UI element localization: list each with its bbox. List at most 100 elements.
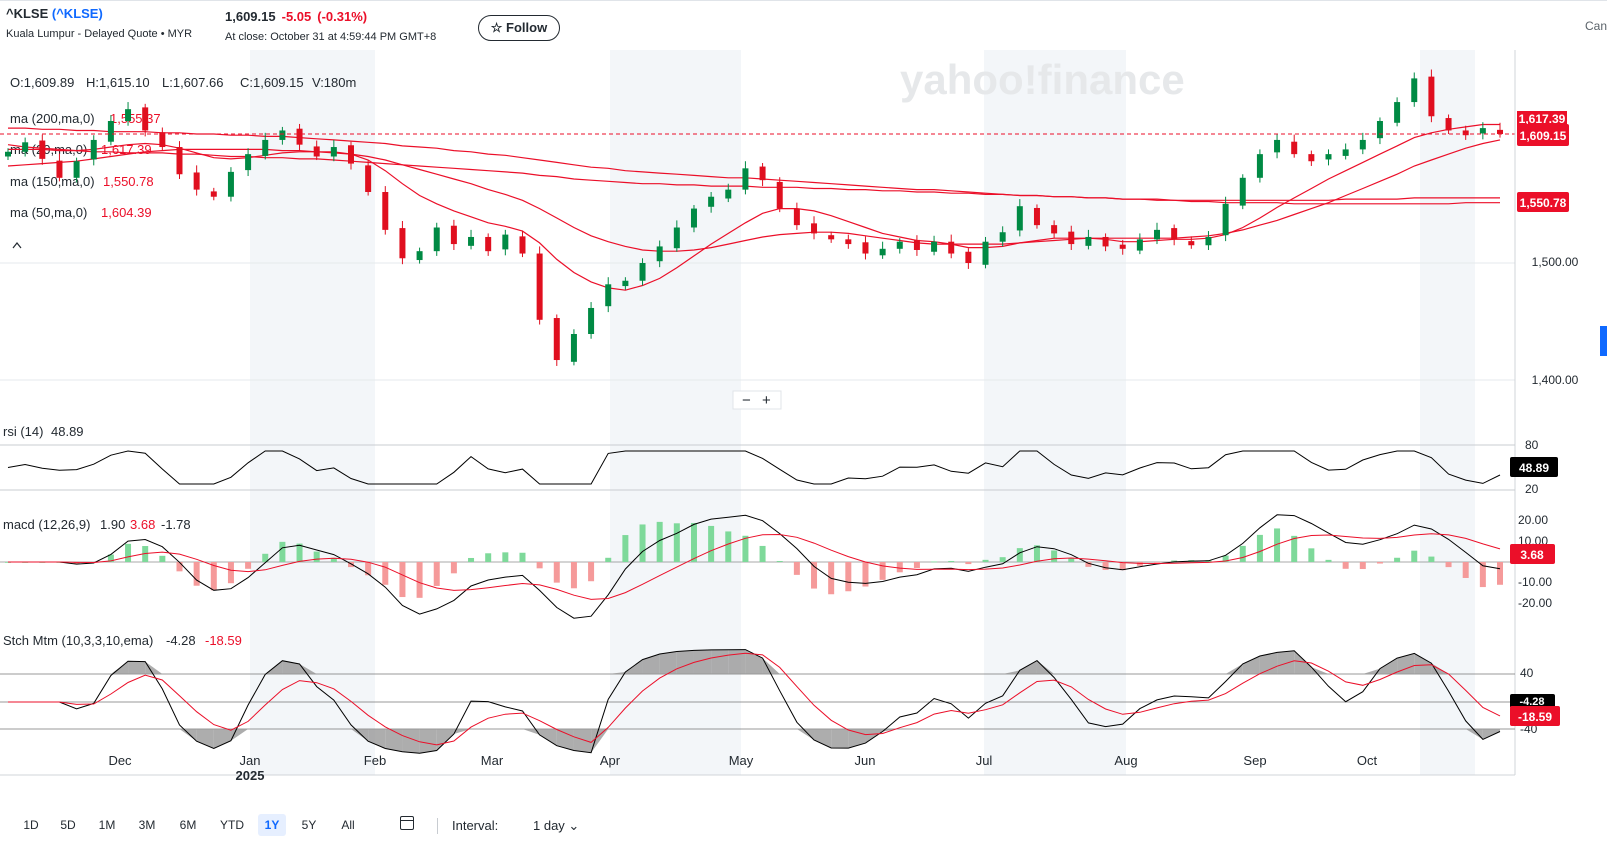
watermark: yahoo!finance [900,56,1185,103]
candle-body [279,130,286,140]
rsi-label[interactable]: rsi (14) [3,424,43,439]
macd-histogram-bar [313,551,320,562]
range-1d-button[interactable]: 1D [23,818,39,832]
macd-histogram-bar [793,562,800,575]
candle-body [125,109,132,121]
ma150-label[interactable]: ma (150,ma,0) [10,174,95,189]
macd-histogram-bar [210,562,217,591]
macd-label[interactable]: macd (12,26,9) [3,517,90,532]
macd-histogram-bar [1325,559,1332,562]
side-handle[interactable] [1600,326,1607,356]
month-oct: Oct [1357,753,1378,768]
candle-body [1291,141,1298,155]
macd-histogram-bar [725,531,732,562]
ma20-price-tag-text: 1,617.39 [1519,112,1566,126]
stoch-d-line [8,652,1501,746]
stoch-fill-segment [350,729,369,742]
candle-body [193,172,200,190]
zoom-in-button[interactable]: + [762,392,771,409]
macd-histogram-bar [982,559,989,562]
candle-body [1479,128,1486,134]
candle-body [862,242,869,254]
candle-body [1102,236,1109,247]
macd-tick-neg20: -20.00 [1518,596,1552,610]
candle-body [588,307,595,334]
chart-canvas[interactable]: yahoo!finance O:1,609.89 H:1,615.10 L:1,… [0,50,1607,804]
candle-body [776,181,783,209]
ma50-label[interactable]: ma (50,ma,0) [10,205,87,220]
candle-body [793,208,800,226]
macd-histogram-bar [107,554,114,562]
macd-histogram-bar [1136,562,1143,566]
chevron-up-icon[interactable] [12,242,22,249]
macd-histogram-bar [245,562,252,569]
range-5y-button[interactable]: 5Y [301,818,317,832]
stoch-fill-segment [1242,655,1260,674]
stoch-label[interactable]: Stch Mtm (10,3,3,10,ema) [3,633,153,648]
candle-body [1171,228,1178,240]
macd-histogram-bar [931,561,938,563]
range-6m-button[interactable]: 6M [179,818,197,832]
ma150-price-tag-text: 1,550.78 [1520,196,1567,210]
range-ytd-button[interactable]: YTD [220,818,244,832]
candle-body [931,241,938,252]
range-1y-button[interactable]: 1Y [258,814,286,836]
candle-body [999,232,1006,242]
candle-body [536,253,543,320]
macd-histogram-bar [125,543,132,562]
candle-body [1394,102,1401,123]
range-all-button[interactable]: All [341,818,355,832]
candle-body [1359,139,1366,150]
ohlc-high: H:1,615.10 [86,75,150,90]
range-5d-button[interactable]: 5D [60,818,76,832]
last-price-tag [1517,124,1569,146]
macd-histogram-bar [965,562,972,565]
symbol-ticker[interactable]: (^KLSE) [51,6,103,21]
stoch-fill-segment [608,671,626,674]
follow-button[interactable]: ☆ Follow [478,15,560,41]
candle-body [1325,154,1332,160]
candle-body [159,132,166,148]
range-1m-button[interactable]: 1M [98,818,116,832]
macd-value-3: -1.78 [161,517,191,532]
range-3m-button[interactable]: 3M [138,818,156,832]
stoch-fill-segment [1225,663,1243,674]
macd-histogram-bar [708,525,715,562]
ohlc-volume: V:180m [312,75,356,90]
macd-histogram-bar [73,562,80,564]
macd-histogram-bar [1171,560,1178,562]
macd-histogram-bar [1102,562,1109,570]
stoch-fill-segment [196,729,214,749]
candle-body [1154,229,1161,240]
cancel-link[interactable]: Can [1584,19,1607,33]
ma150-price-tag [1517,192,1569,212]
candle-body [605,284,612,307]
zoom-out-button[interactable]: − [742,392,751,409]
macd-histogram-bar [159,555,166,562]
stoch-fill-segment [1362,668,1380,674]
candle-body [416,251,423,261]
macd-histogram-bar [176,562,183,572]
interval-select[interactable]: 1 day ⌄ [533,818,580,833]
candle-body [1239,177,1246,206]
calendar-icon[interactable] [400,816,414,830]
stoch-d-tag [1510,706,1560,726]
macd-histogram-bar [193,562,200,586]
candle-body [142,107,149,131]
macd-histogram-bar [742,535,749,562]
axis-tick-1500: 1,500.00 [1532,255,1579,269]
ohlc-open: O:1,609.89 [10,75,74,90]
candle-body [1205,236,1212,246]
range-toolbar: 1D 5D 1M 3M 6M YTD 1Y 5Y All Interval: 1… [0,804,1607,861]
macd-histogram-bar [1256,534,1263,562]
stoch-d-tag-text: -18.59 [1518,710,1552,724]
candle-body [330,147,337,157]
candle-body [90,139,97,160]
candle-body [1256,154,1263,178]
macd-histogram-bar [382,562,389,585]
candle-body [382,192,389,230]
last-price-tag-text: 1,609.15 [1520,129,1567,143]
stoch-fill-segment [522,729,540,735]
macd-histogram-bar [673,523,680,562]
ma200-label[interactable]: ma (200,ma,0) [10,111,95,126]
